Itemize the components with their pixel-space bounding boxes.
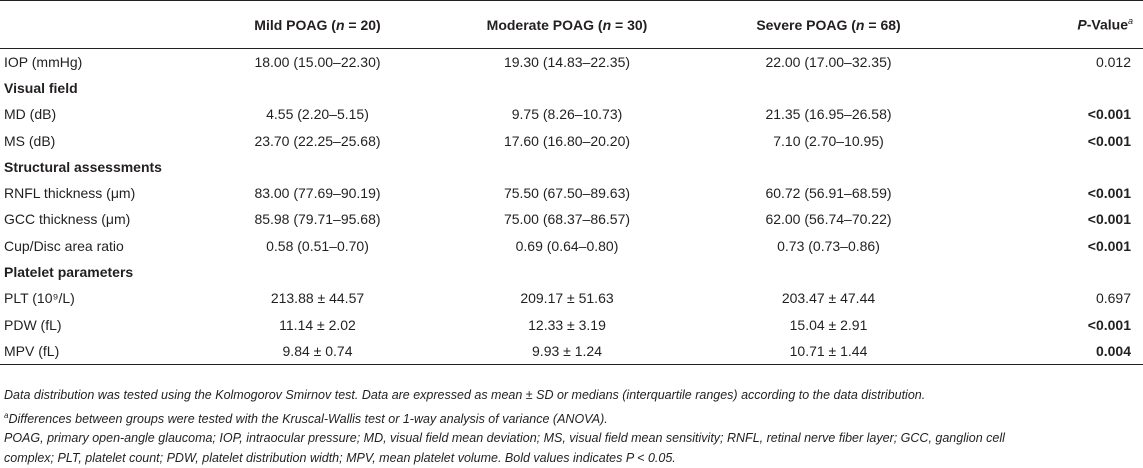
p-value: <0.001 [1087,185,1131,202]
table-row: MD (dB) 4.55 (2.20–5.15) 9.75 (8.26–10.73)… [0,101,1143,127]
p-value: 0.697 [1095,290,1131,307]
severe-value: 203.47 ± 47.44 [781,290,876,307]
p-value: <0.001 [1087,211,1131,228]
table-body: IOP (mmHg) 18.00 (15.00–22.30) 19.30 (14.8… [0,49,1143,365]
table-row: PDW (fL) 11.14 ± 2.02 12.33 ± 3.19 15.04 ± … [0,311,1143,337]
header-moderate-poag: Moderate POAG (n = 30) [439,0,695,49]
p-value: <0.001 [1087,132,1131,149]
row-label: IOP (mmHg) [4,53,83,70]
p-value: 0.012 [1095,53,1131,70]
row-label: GCC thickness (μm) [4,211,131,228]
table-row: Cup/Disc area ratio 0.58 (0.51–0.70) 0.69 … [0,233,1143,259]
table-row: IOP (mmHg) 18.00 (15.00–22.30) 19.30 (14.8… [0,49,1143,75]
p-value: <0.001 [1087,316,1131,333]
moderate-value: 9.75 (8.26–10.73) [511,106,623,123]
footnote-line: POAG, primary open-angle glaucoma; IOP, … [4,431,1005,446]
mild-value: 11.14 ± 2.02 [279,316,356,333]
mild-value: 18.00 (15.00–22.30) [254,53,381,70]
row-label: PDW (fL) [4,316,62,333]
mild-value: 9.84 ± 0.74 [196,337,439,365]
footnote-line: complex; PLT, platelet count; PDW, plate… [4,450,676,465]
section-row: Structural assessments [0,154,1143,180]
section-row: Platelet parameters [0,259,1143,285]
mild-value: 23.70 (22.25–25.68) [254,132,381,149]
severe-value: 15.04 ± 2.91 [789,316,868,333]
severe-value: 21.35 (16.95–26.58) [765,106,892,123]
row-label: PLT (10⁹/L) [4,290,75,307]
table-row: PLT (10⁹/L) 213.88 ± 44.57 209.17 ± 51.63 2… [0,285,1143,311]
severe-value: 60.72 (56.91–68.59) [765,185,892,202]
table-footnotes: Data distribution was tested using the K… [4,386,1139,468]
mild-value: 0.58 (0.51–0.70) [266,237,369,254]
severe-value: 0.73 (0.73–0.86) [777,237,880,254]
header-severe-poag: Severe POAG (n = 68) [695,0,962,49]
row-label: RNFL thickness (μm) [4,185,136,202]
mild-value: 83.00 (77.69–90.19) [254,185,381,202]
header-mild-poag: Mild POAG (n = 20) [196,0,439,49]
mild-value: 4.55 (2.20–5.15) [266,106,369,123]
table-row: GCC thickness (μm) 85.98 (79.71–95.68) 75.… [0,206,1143,232]
row-label: MD (dB) [4,106,57,123]
footnote-line: Data distribution was tested using the K… [4,388,926,402]
p-value: <0.001 [1087,237,1131,254]
table-row: MS (dB) 23.70 (22.25–25.68) 17.60 (16.80–2… [0,127,1143,153]
row-label: MS (dB) [4,132,56,149]
moderate-value: 209.17 ± 51.63 [520,290,614,307]
moderate-value: 0.69 (0.64–0.80) [515,237,619,254]
section-label: Structural assessments [4,158,162,175]
moderate-value: 19.30 (14.83–22.35) [503,53,631,70]
row-label: Cup/Disc area ratio [4,237,124,254]
row-label: MPV (fL) [0,337,196,365]
p-value: 0.004 [962,337,1143,365]
p-value: <0.001 [1087,106,1131,123]
header-p-value: P-Valuea [962,0,1143,49]
moderate-value: 12.33 ± 3.19 [528,316,606,333]
table-row: MPV (fL) 9.84 ± 0.74 9.93 ± 1.24 10.71 ± 1.… [0,337,1143,365]
moderate-value: 17.60 (16.80–20.20) [503,132,631,149]
results-table: Mild POAG (n = 20) Moderate POAG (n = 30… [0,0,1143,365]
severe-value: 7.10 (2.70–10.95) [773,132,884,149]
section-label: Platelet parameters [4,264,134,281]
moderate-value: 75.50 (67.50–89.63) [503,185,631,202]
footnote-line: aDifferences between groups were tested … [4,410,608,426]
severe-value: 62.00 (56.74–70.22) [765,211,892,228]
table-row: RNFL thickness (μm) 83.00 (77.69–90.19) 75… [0,180,1143,206]
section-label: Visual field [4,79,78,96]
mild-value: 85.98 (79.71–95.68) [254,211,381,228]
severe-value: 22.00 (17.00–32.35) [765,53,892,70]
header-row: Mild POAG (n = 20) Moderate POAG (n = 30… [0,0,1143,49]
moderate-value: 9.93 ± 1.24 [439,337,695,365]
severe-value: 10.71 ± 1.44 [695,337,962,365]
moderate-value: 75.00 (68.37–86.57) [503,211,631,228]
header-blank [0,0,196,49]
mild-value: 213.88 ± 44.57 [270,290,365,307]
section-row: Visual field [0,75,1143,101]
